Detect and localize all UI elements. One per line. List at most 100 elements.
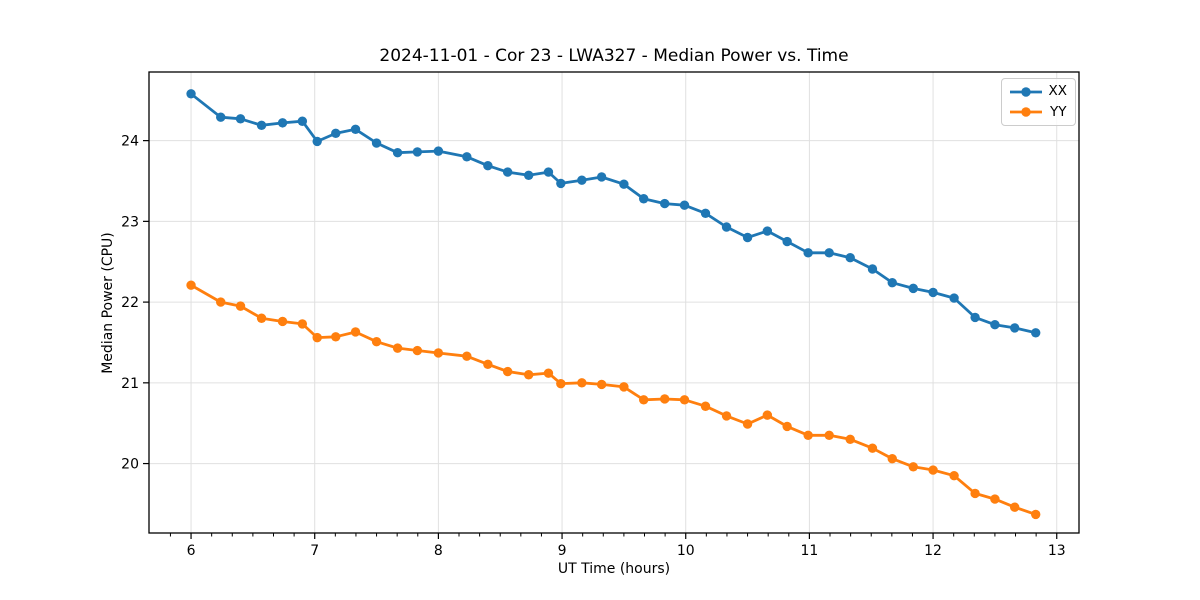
data-point-xx [908, 283, 918, 294]
data-point-yy [412, 345, 423, 356]
x-axis-label: UT Time (hours) [557, 561, 671, 577]
data-point-xx [782, 236, 792, 247]
data-point-yy [312, 332, 322, 343]
data-point-xx [556, 178, 566, 189]
x-tick-label: 8 [434, 543, 443, 559]
data-point-xx [433, 146, 444, 156]
data-point-xx [949, 293, 959, 303]
data-point-xx [297, 116, 308, 126]
data-point-yy [660, 394, 670, 404]
data-point-yy [462, 351, 472, 361]
data-point-xx [277, 118, 288, 128]
data-point-yy [619, 382, 629, 392]
data-point-xx [867, 264, 878, 274]
data-point-yy [638, 395, 649, 405]
data-point-xx [970, 312, 980, 323]
data-point-xx [679, 200, 690, 210]
data-point-yy [297, 319, 308, 329]
data-point-xx [577, 175, 587, 185]
data-point-yy [256, 313, 267, 323]
legend-line-sample-xx [1010, 87, 1042, 97]
data-point-yy [1031, 509, 1041, 520]
data-point-xx [1031, 328, 1041, 338]
axes-frame [148, 71, 1080, 534]
data-point-yy [742, 419, 753, 429]
x-tick-label: 6 [187, 543, 196, 559]
chart-title: 2024-11-01 - Cor 23 - LWA327 - Median Po… [379, 46, 849, 66]
data-point-xx [235, 114, 246, 124]
data-point-xx [256, 120, 267, 130]
data-point-xx [928, 287, 938, 298]
data-point-yy [371, 336, 382, 347]
data-point-xx [619, 179, 629, 189]
legend-label-xx: XX [1048, 83, 1068, 99]
data-point-yy [277, 316, 288, 327]
data-point-xx [543, 167, 554, 177]
data-point-yy [721, 411, 732, 421]
data-point-xx [803, 248, 813, 258]
data-point-yy [433, 348, 444, 358]
data-point-yy [1009, 502, 1020, 512]
legend-item-xx: XX [1009, 83, 1068, 100]
data-point-xx [462, 152, 472, 162]
data-point-yy [235, 301, 246, 311]
data-point-xx [990, 320, 1000, 330]
y-tick-label: 20 [121, 457, 139, 473]
data-point-xx [700, 208, 711, 218]
data-point-xx [371, 138, 382, 148]
data-point-xx [331, 128, 341, 139]
x-tick-label: 7 [310, 543, 319, 559]
data-point-yy [483, 359, 493, 369]
data-point-xx [502, 167, 513, 177]
data-point-yy [350, 327, 361, 337]
data-point-yy [887, 454, 897, 464]
data-point-xx [762, 226, 773, 236]
data-point-yy [928, 465, 938, 475]
x-tick-label: 11 [800, 543, 818, 559]
data-point-xx [350, 124, 361, 135]
legend-label-yy: YY [1050, 103, 1067, 120]
data-point-yy [186, 280, 196, 290]
data-point-xx [392, 148, 403, 158]
x-tick-label: 9 [558, 543, 567, 559]
data-point-yy [543, 368, 554, 378]
data-point-yy [990, 494, 1000, 504]
data-point-xx [845, 252, 855, 263]
data-point-yy [679, 395, 690, 405]
data-point-xx [721, 222, 732, 232]
data-point-xx [1009, 323, 1020, 333]
data-point-yy [845, 434, 855, 445]
data-point-xx [216, 112, 226, 122]
data-point-yy [762, 410, 773, 420]
data-point-yy [331, 332, 341, 342]
y-tick-label: 24 [121, 134, 139, 150]
data-point-yy [556, 378, 566, 389]
data-point-yy [502, 366, 513, 377]
data-point-xx [596, 172, 607, 182]
x-tick-label: 12 [924, 543, 942, 559]
data-point-yy [867, 443, 878, 453]
data-point-yy [908, 462, 918, 472]
data-point-xx [660, 198, 670, 209]
data-point-xx [638, 194, 649, 204]
data-point-xx [887, 278, 897, 288]
y-tick-label: 23 [121, 214, 139, 230]
legend: XX YY [1001, 78, 1076, 127]
data-point-xx [523, 170, 534, 181]
y-tick-label: 21 [121, 376, 139, 392]
y-tick-label: 22 [121, 295, 139, 311]
data-point-xx [186, 89, 196, 99]
y-axis-label: Median Power (CPU) [99, 232, 116, 374]
legend-line-sample-yy [1010, 107, 1042, 117]
data-point-yy [216, 297, 226, 307]
x-tick-label: 13 [1048, 543, 1066, 559]
data-point-xx [312, 136, 322, 147]
data-point-xx [742, 232, 753, 243]
data-point-yy [803, 430, 813, 441]
data-point-yy [577, 378, 587, 388]
data-point-xx [824, 248, 834, 258]
data-point-yy [596, 379, 607, 390]
data-point-yy [392, 343, 403, 353]
